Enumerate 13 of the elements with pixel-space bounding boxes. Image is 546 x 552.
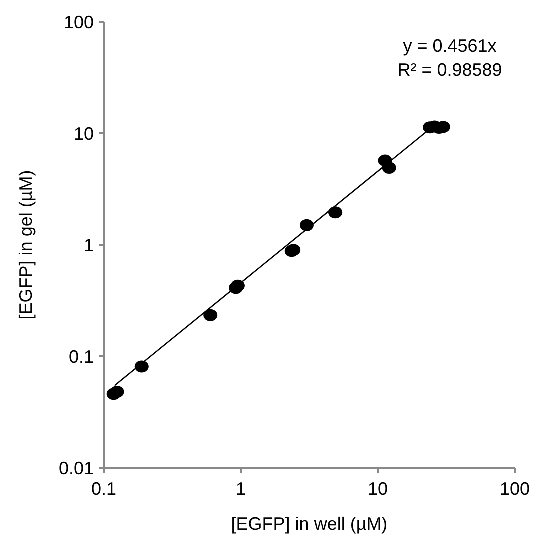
x-tick-label: 10 <box>368 479 388 499</box>
annotation: y = 0.4561x <box>403 36 497 56</box>
annotation: R² = 0.98589 <box>398 60 502 80</box>
y-tick-label: 1 <box>84 235 94 256</box>
x-tick-label: 1 <box>236 479 246 499</box>
x-tick-label: 0.1 <box>91 479 117 499</box>
y-tick-label: 0.1 <box>68 346 94 367</box>
y-axis-title: [EGFP] in gel (µM) <box>16 170 36 320</box>
x-axis-title: [EGFP] in well (µM) <box>231 514 388 534</box>
x-tick-label: 100 <box>500 479 530 499</box>
y-tick-label: 100 <box>64 12 94 32</box>
y-tick-label: 10 <box>74 124 94 144</box>
y-tick-label: 0.01 <box>58 458 94 478</box>
